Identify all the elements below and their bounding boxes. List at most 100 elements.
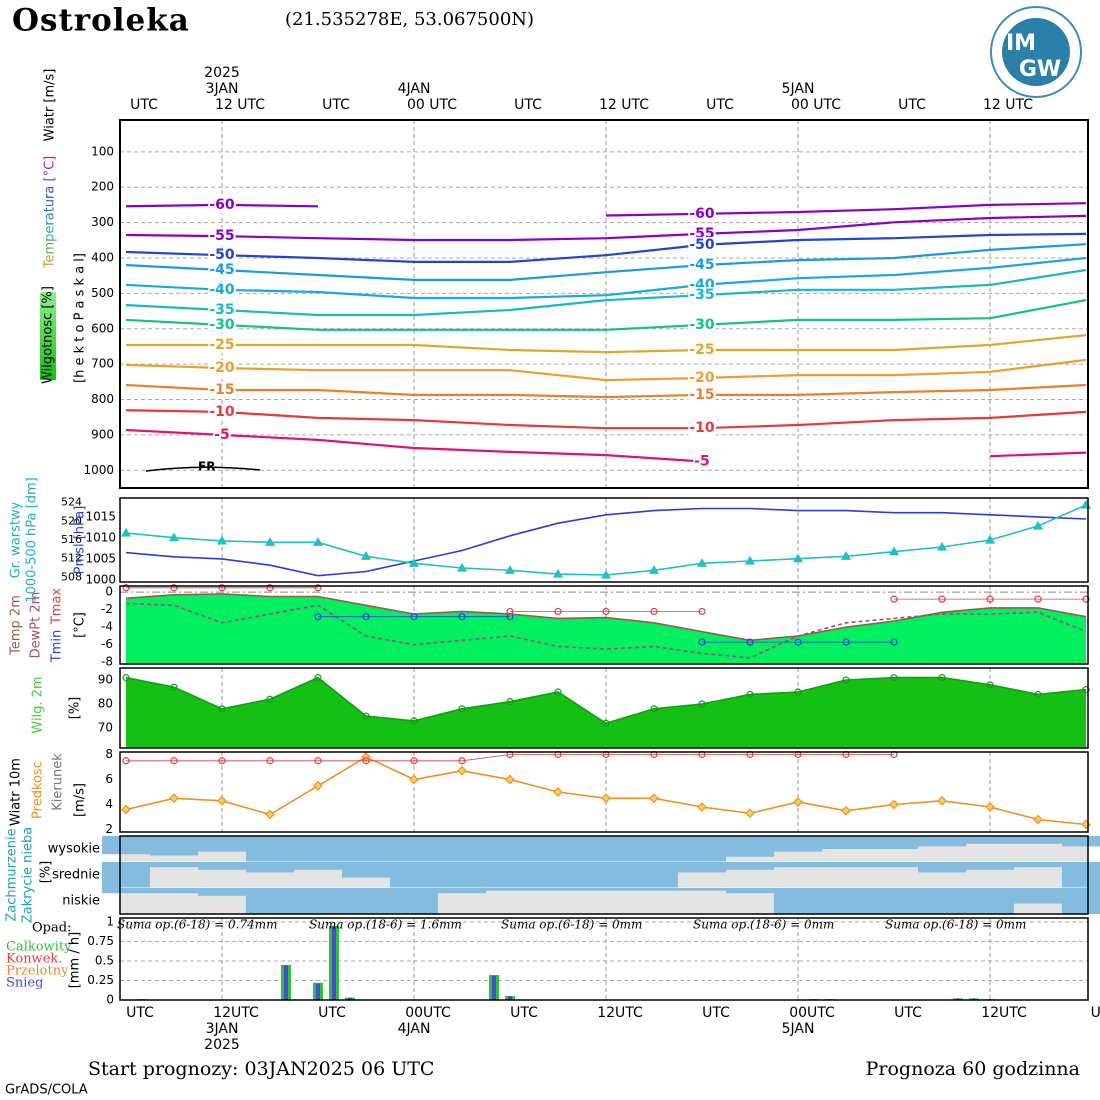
bar — [870, 888, 918, 914]
bar — [726, 836, 774, 857]
axis-label: Kierunek — [51, 753, 66, 811]
bar — [390, 888, 438, 914]
bar — [966, 836, 1014, 844]
bar — [508, 996, 512, 1000]
marker — [986, 595, 994, 603]
isotherm-label-bg — [688, 369, 716, 386]
axis-label: [h e k t o P a s k a l] — [73, 253, 88, 383]
isotherm-label-bg — [208, 196, 236, 213]
marker — [458, 705, 466, 713]
marker — [170, 683, 178, 691]
legend-label: Pmsl [hPa] — [73, 506, 88, 575]
marker — [553, 787, 563, 797]
isotherm-label: -35 — [209, 302, 234, 318]
marker — [698, 700, 706, 708]
isotherm-label-bg — [208, 302, 236, 319]
x-tick-label: 12UTC — [597, 1005, 643, 1021]
marker — [1082, 595, 1090, 603]
x-year-label: 2025 — [204, 1037, 240, 1053]
bar — [342, 836, 390, 862]
marker — [746, 638, 754, 646]
y-tick-label: 200 — [91, 180, 114, 194]
isotherm — [125, 409, 1087, 430]
bar — [390, 836, 438, 862]
panel-frame — [119, 835, 1089, 915]
marker — [938, 595, 946, 603]
y-tick-label: 100 — [91, 144, 114, 158]
marker — [314, 757, 322, 765]
y-tick-label: 0.5 — [95, 953, 114, 967]
bar — [678, 836, 726, 862]
axis-label: Zakrycie nieba — [21, 827, 36, 923]
bar — [822, 862, 870, 868]
marker — [265, 809, 275, 820]
marker — [266, 584, 274, 592]
y-tick-label: 700 — [91, 357, 114, 371]
y-tick-label: 524 — [61, 496, 82, 509]
bar — [102, 862, 150, 888]
bar — [1014, 888, 1062, 904]
marker — [1034, 595, 1042, 603]
panel-frame — [119, 917, 1089, 1001]
bar — [966, 888, 1014, 914]
line — [125, 602, 1087, 659]
y-tick-label: 90 — [98, 673, 113, 687]
marker — [168, 532, 180, 542]
isotherm-label-bg — [208, 247, 236, 264]
x-tick-label: 00 UTC — [407, 97, 457, 113]
band-label: srednie — [52, 868, 100, 883]
x-date-label: 3JAN — [206, 81, 239, 97]
marker — [217, 795, 227, 806]
x-tick-label: 00 UTC — [791, 97, 841, 113]
y-tick-label: 800 — [91, 392, 114, 406]
y-tick-label: 520 — [61, 514, 82, 527]
x-tick-label: UTC — [510, 1005, 538, 1021]
legend-label: Tmax — [50, 588, 65, 626]
marker — [362, 712, 370, 720]
x-tick-label: UTC — [126, 1005, 154, 1021]
bar — [150, 888, 198, 894]
marker — [602, 607, 610, 616]
bar — [492, 975, 496, 1000]
bar — [246, 836, 294, 862]
bar — [630, 862, 678, 888]
bar — [918, 836, 966, 847]
marker — [1032, 520, 1044, 530]
isotherm-label: -20 — [689, 370, 715, 386]
x-tick-label: 00UTC — [789, 1005, 835, 1021]
x-tick-label: UTC — [130, 97, 158, 113]
y-tick-label: 516 — [61, 533, 82, 546]
marker — [696, 558, 708, 567]
bar — [246, 888, 294, 914]
axis-label: [mm / h] — [68, 932, 83, 988]
isotherm-label: -60 — [689, 206, 715, 222]
bar — [342, 862, 390, 878]
x-date-label: 5JAN — [782, 81, 815, 97]
legend-label: Konwek. — [6, 952, 62, 967]
isotherm-label-bg — [208, 281, 236, 298]
isotherm-label: -50 — [209, 247, 235, 263]
line — [126, 754, 894, 762]
bar — [1062, 836, 1100, 847]
isotherm — [126, 334, 1087, 354]
marker — [554, 688, 562, 696]
isotherm-label-bg — [688, 257, 716, 274]
marker — [888, 546, 900, 556]
marker — [794, 638, 802, 646]
x-tick-label: 12 UTC — [215, 97, 265, 113]
isotherm — [125, 268, 1087, 317]
bar — [870, 862, 918, 868]
marker — [936, 541, 948, 551]
panel-frame — [119, 585, 1089, 665]
bar — [972, 998, 976, 1000]
marker — [842, 676, 850, 684]
x-tick-label: UTC — [514, 97, 542, 113]
marker — [890, 595, 898, 603]
axis-label: [°C] — [73, 612, 88, 638]
marker — [744, 555, 756, 565]
y-tick-label: 512 — [61, 552, 82, 565]
marker — [216, 535, 228, 545]
panel-frame — [119, 751, 1089, 833]
